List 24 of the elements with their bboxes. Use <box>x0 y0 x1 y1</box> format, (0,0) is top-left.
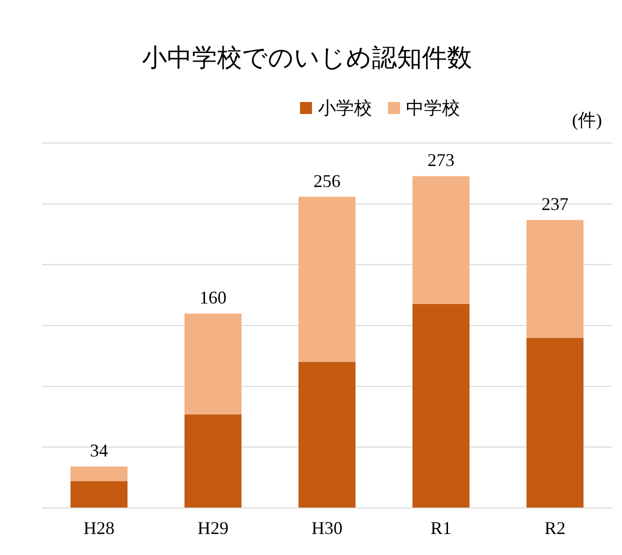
bar <box>298 196 356 362</box>
bar <box>412 176 470 304</box>
annotation: 237 <box>542 194 568 214</box>
x-tick-label: H28 <box>84 518 114 538</box>
bar <box>526 338 584 508</box>
bar <box>70 481 128 508</box>
annotation: 256 <box>314 170 340 191</box>
bar <box>70 466 128 482</box>
legend-label: 中学校 <box>406 98 460 118</box>
bar <box>526 220 584 338</box>
bar <box>184 414 242 508</box>
bar <box>298 362 356 508</box>
bar <box>412 304 470 508</box>
x-tick-label: R2 <box>544 518 566 538</box>
chart-title: 小中学校でのいじめ認知件数 <box>142 45 472 72</box>
legend-label: 小学校 <box>318 98 372 118</box>
annotation: 273 <box>428 150 454 170</box>
bar <box>184 314 242 414</box>
annotation: 34 <box>90 440 108 461</box>
x-tick-label: R1 <box>430 518 452 538</box>
x-tick-label: H30 <box>312 518 342 538</box>
annotation: 160 <box>200 288 226 308</box>
x-tick-label: H29 <box>198 518 228 538</box>
text: (件) <box>572 110 602 130</box>
